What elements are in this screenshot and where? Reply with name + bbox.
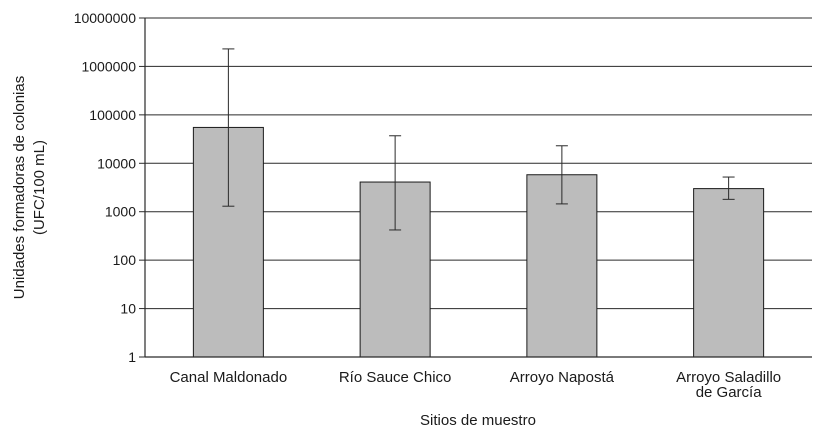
y-tick-label: 10 xyxy=(120,301,136,317)
bar xyxy=(526,174,598,358)
y-axis-title-line: (UFC/100 mL) xyxy=(31,140,48,235)
y-tick-label: 10000000 xyxy=(74,10,137,26)
y-tick-label: 100000 xyxy=(89,107,136,123)
x-axis-title: Sitios de muestro xyxy=(420,412,536,429)
x-category-label: Arroyo Saladillo de García xyxy=(676,369,781,401)
y-tick-label: 10000 xyxy=(97,155,136,171)
y-tick-label: 1 xyxy=(128,349,136,365)
x-category-label: Río Sauce Chico xyxy=(339,369,452,386)
axes xyxy=(139,17,812,358)
y-tick-label: 1000 xyxy=(105,204,136,220)
x-category-labels: Canal Maldonado Río Sauce Chico Arroyo Nap… xyxy=(170,369,782,401)
y-tick-label: 100 xyxy=(113,252,137,268)
bars xyxy=(192,126,765,358)
y-axis-title: Unidades formadoras de colonias (UFC/100 … xyxy=(11,76,48,299)
y-tick-labels: 1 10 100 1000 10000 100000 1000000 10000000 xyxy=(74,10,137,365)
x-category-label: Canal Maldonado xyxy=(170,369,288,386)
bar xyxy=(693,188,765,358)
y-axis-title-line: Unidades formadoras de colonias xyxy=(11,76,28,299)
error-bars xyxy=(222,48,735,231)
y-tick-label: 1000000 xyxy=(81,58,136,74)
x-category-label: Arroyo Napostá xyxy=(510,369,615,386)
